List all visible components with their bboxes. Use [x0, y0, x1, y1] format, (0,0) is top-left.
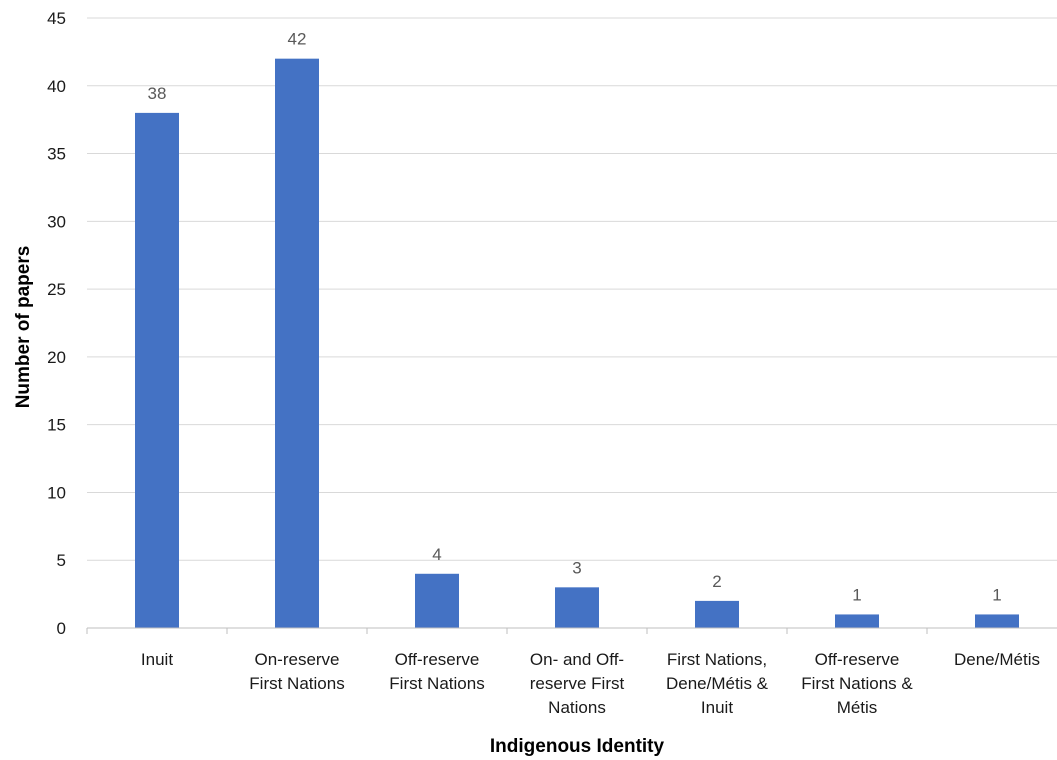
- data-label: 1: [852, 585, 861, 604]
- x-tick-label: First Nations, Dene/Métis & Inuit: [666, 650, 769, 717]
- x-tick-label-line: On- and Off-: [530, 650, 624, 669]
- x-tick-label: Off-reserve First Nations: [389, 650, 484, 693]
- data-label: 2: [712, 572, 721, 591]
- x-tick-label-line: Inuit: [141, 650, 173, 669]
- bars: [135, 58, 1019, 628]
- data-label: 4: [432, 545, 441, 564]
- x-tick-label-line: Dene/Métis &: [666, 674, 769, 693]
- x-tick-label: Inuit: [141, 650, 173, 669]
- data-label: 1: [992, 585, 1001, 604]
- y-tick-label: 10: [47, 483, 66, 502]
- y-axis-ticks: 0 5 10 15 20 25 30 35 40 45: [47, 9, 66, 638]
- bar: [415, 573, 459, 628]
- x-tick-label-line: Inuit: [701, 698, 733, 717]
- bar: [135, 112, 179, 628]
- y-tick-label: 45: [47, 9, 66, 28]
- gridlines: [87, 17, 1057, 561]
- x-tick-label-line: First Nations &: [801, 674, 913, 693]
- x-tick-label: On-reserve First Nations: [249, 650, 344, 693]
- data-label: 3: [572, 558, 581, 577]
- y-tick-label: 25: [47, 280, 66, 299]
- y-tick-label: 40: [47, 77, 66, 96]
- data-labels: 38 42 4 3 2 1 1: [148, 30, 1002, 605]
- x-axis-categories: Inuit On-reserve First Nations Off-reserve F…: [141, 650, 1040, 717]
- x-tick-label-line: reserve First: [530, 674, 625, 693]
- bar: [275, 58, 319, 628]
- x-axis-title: Indigenous Identity: [490, 736, 665, 757]
- x-tick-label-line: On-reserve: [254, 650, 339, 669]
- x-tick-label-line: First Nations: [389, 674, 484, 693]
- y-tick-label: 35: [47, 145, 66, 164]
- x-tick-label-line: Nations: [548, 698, 606, 717]
- y-tick-label: 20: [47, 348, 66, 367]
- x-axis: [86, 627, 1057, 634]
- bar: [695, 600, 739, 628]
- y-tick-label: 5: [57, 551, 66, 570]
- bar: [555, 587, 599, 628]
- x-tick-label-line: Off-reserve: [815, 650, 900, 669]
- x-tick-label-line: First Nations: [249, 674, 344, 693]
- data-label: 42: [288, 30, 307, 49]
- y-tick-label: 15: [47, 416, 66, 435]
- x-tick-label-line: Dene/Métis: [954, 650, 1040, 669]
- x-tick-label: Off-reserve First Nations & Métis: [801, 650, 913, 717]
- x-tick-label: On- and Off-reserve First Nations: [530, 650, 625, 717]
- bar: [975, 614, 1019, 628]
- x-tick-label-line: Off-reserve: [395, 650, 480, 669]
- x-tick-label: Dene/Métis: [954, 650, 1040, 669]
- y-axis-title: Number of papers: [13, 246, 34, 409]
- data-label: 38: [148, 84, 167, 103]
- x-tick-label-line: First Nations,: [667, 650, 767, 669]
- bar: [835, 614, 879, 628]
- y-tick-label: 30: [47, 212, 66, 231]
- y-tick-label: 0: [57, 619, 66, 638]
- x-tick-label-line: Métis: [837, 698, 878, 717]
